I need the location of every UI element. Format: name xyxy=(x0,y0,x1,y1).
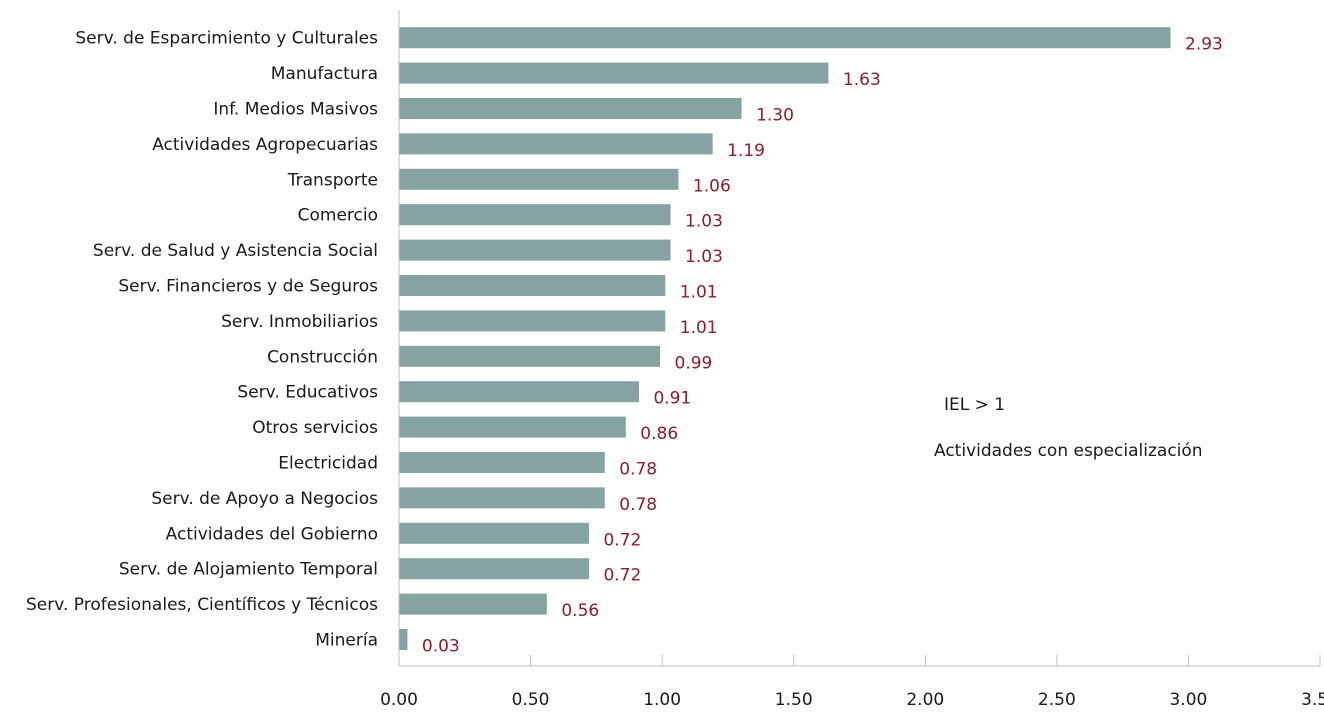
data-label: 2.93 xyxy=(1185,35,1223,55)
category-label: Serv. de Apoyo a Negocios xyxy=(151,489,378,509)
data-label: 0.72 xyxy=(603,530,641,550)
x-tick-label: 1.00 xyxy=(643,690,681,710)
data-label: 0.99 xyxy=(675,353,713,373)
category-label: Serv. Educativos xyxy=(237,383,378,403)
x-tick-label: 3.00 xyxy=(1169,690,1207,710)
data-label: 1.63 xyxy=(843,70,881,90)
axis-layer: 0.00 0.50 1.00 1.50 2.00 2.50 3.00 3.50 xyxy=(380,10,1324,710)
bar xyxy=(399,204,671,226)
category-label: Manufactura xyxy=(271,64,378,84)
category-label: Serv. Profesionales, Científicos y Técni… xyxy=(26,595,378,615)
bar xyxy=(399,310,666,332)
bar xyxy=(399,416,626,438)
bar xyxy=(399,558,589,580)
data-label: 1.06 xyxy=(693,176,731,196)
category-label: Electricidad xyxy=(278,454,378,474)
data-label: 1.01 xyxy=(680,318,718,338)
bar xyxy=(399,27,1171,49)
bar xyxy=(399,345,661,367)
data-label: 1.03 xyxy=(685,212,723,232)
x-tick-label: 3.50 xyxy=(1301,690,1324,710)
bar xyxy=(399,381,639,403)
category-label: Serv. de Salud y Asistencia Social xyxy=(93,241,378,261)
bar xyxy=(399,629,408,650)
category-label: Transporte xyxy=(287,170,378,190)
labels-layer: Serv. de Esparcimiento y Culturales 2.93 M… xyxy=(26,29,1223,657)
category-label: Otros servicios xyxy=(252,418,378,438)
annotation-iel: IEL > 1 xyxy=(944,395,1005,415)
x-tick-label: 1.50 xyxy=(775,690,813,710)
category-label: Actividades Agropecuarias xyxy=(152,135,378,155)
x-tick-label: 0.50 xyxy=(512,690,550,710)
bar xyxy=(399,168,679,190)
data-label: 0.72 xyxy=(603,566,641,586)
bars-layer xyxy=(399,27,1171,650)
bar xyxy=(399,62,829,84)
annotation-especializacion: Actividades con especialización xyxy=(934,441,1203,461)
data-label: 0.03 xyxy=(422,637,460,657)
category-label: Actividades del Gobierno xyxy=(166,524,378,544)
data-label: 0.78 xyxy=(619,495,657,515)
x-tick-label: 2.50 xyxy=(1038,690,1076,710)
bar xyxy=(399,487,605,509)
data-label: 1.19 xyxy=(727,141,765,161)
bar xyxy=(399,275,666,296)
bar xyxy=(399,593,547,615)
data-label: 0.78 xyxy=(619,460,657,480)
data-label: 1.30 xyxy=(756,106,794,126)
category-label: Construcción xyxy=(267,347,378,367)
bar xyxy=(399,522,589,544)
x-tick-label: 0.00 xyxy=(380,690,418,710)
bar xyxy=(399,452,605,473)
category-label: Serv. Inmobiliarios xyxy=(221,312,378,332)
category-label: Comercio xyxy=(298,206,378,226)
category-label: Serv. de Esparcimiento y Culturales xyxy=(75,29,378,49)
category-label: Serv. Financieros y de Seguros xyxy=(118,277,378,297)
bar xyxy=(399,133,713,155)
x-tick-label: 2.00 xyxy=(906,690,944,710)
category-label: Inf. Medios Masivos xyxy=(213,100,378,120)
category-label: Serv. de Alojamiento Temporal xyxy=(119,560,378,580)
data-label: 0.91 xyxy=(653,389,691,409)
data-label: 0.86 xyxy=(640,424,678,444)
category-label: Minería xyxy=(315,631,378,651)
bar xyxy=(399,239,671,261)
data-label: 1.03 xyxy=(685,247,723,267)
data-label: 0.56 xyxy=(561,601,599,621)
bar xyxy=(399,98,742,119)
data-label: 1.01 xyxy=(680,283,718,303)
